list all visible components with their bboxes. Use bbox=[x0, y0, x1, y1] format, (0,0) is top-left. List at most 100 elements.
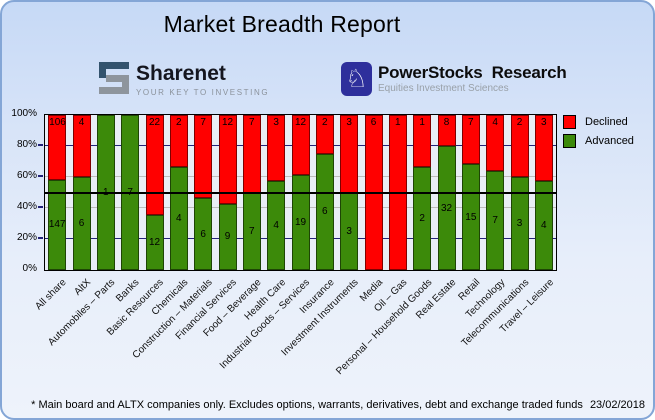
advanced-count-label: 4 bbox=[273, 220, 279, 232]
declined-count-label: 4 bbox=[492, 117, 498, 128]
sharenet-icon bbox=[99, 62, 129, 99]
bar-segment-advanced: 19 bbox=[291, 175, 310, 270]
y-axis-tick-label: 80% bbox=[16, 139, 37, 150]
declined-count-label: 3 bbox=[273, 117, 279, 128]
bar-segment-declined: 3 bbox=[534, 115, 553, 182]
declined-count-label: 7 bbox=[249, 117, 255, 128]
advanced-count-label: 9 bbox=[224, 231, 231, 243]
stacked-bar: 7 15 bbox=[461, 115, 480, 270]
advanced-count-label: 7 bbox=[492, 215, 498, 227]
declined-count-label: 3 bbox=[541, 117, 547, 128]
advanced-count-label: 4 bbox=[176, 212, 182, 224]
advanced-count-label: 6 bbox=[322, 206, 328, 218]
stacked-bar: 12 19 bbox=[291, 115, 310, 270]
declined-count-label: 2 bbox=[516, 117, 523, 128]
y-axis-tick-mark bbox=[38, 144, 43, 146]
x-axis-label: All share bbox=[33, 277, 69, 313]
legend-item-advanced: Advanced bbox=[563, 134, 634, 148]
y-axis-tick-label: 0% bbox=[22, 263, 37, 274]
knight-icon: ♘ bbox=[341, 62, 372, 96]
declined-count-label: 1 bbox=[419, 117, 425, 128]
advanced-count-label: 7 bbox=[249, 225, 255, 237]
advanced-count-label: 3 bbox=[346, 225, 352, 237]
legend-swatch bbox=[563, 115, 576, 129]
y-axis-tick-label: 20% bbox=[16, 232, 37, 243]
bar-segment-declined: 12 bbox=[291, 115, 310, 175]
declined-count-label: 1 bbox=[395, 117, 401, 128]
bar-segment-declined: 7 bbox=[242, 115, 261, 193]
declined-count-label: 22 bbox=[148, 117, 161, 128]
bar-segment-advanced: 32 bbox=[437, 146, 456, 270]
stacked-bar: 12 9 bbox=[218, 115, 237, 270]
declined-count-label: 7 bbox=[468, 117, 474, 128]
bar-segment-declined: 22 bbox=[145, 115, 164, 216]
bar-segment-declined: 2 bbox=[510, 115, 529, 177]
stacked-bar: 8 32 bbox=[437, 115, 456, 270]
bar-segment-advanced: 2 bbox=[413, 166, 432, 270]
bar-segment-declined: 3 bbox=[267, 115, 286, 182]
bar-segment-advanced: 6 bbox=[315, 153, 334, 270]
bar-segment-advanced: 3 bbox=[340, 192, 359, 270]
fifty-percent-reference-line bbox=[45, 191, 556, 194]
declined-count-label: 2 bbox=[322, 117, 328, 128]
advanced-count-label: 4 bbox=[541, 220, 547, 232]
bar-segment-declined: 7 bbox=[194, 115, 213, 199]
bar-segment-advanced: 3 bbox=[510, 177, 529, 270]
advanced-count-label: 32 bbox=[440, 202, 453, 214]
bar-segment-advanced: 15 bbox=[461, 164, 480, 270]
declined-count-label: 12 bbox=[294, 117, 307, 128]
powerstocks-tagline: Equities Investment Sciences bbox=[378, 83, 509, 94]
bar-segment-advanced: 6 bbox=[194, 198, 213, 270]
declined-count-label: 2 bbox=[176, 117, 182, 128]
sharenet-tagline: YOUR KEY TO INVESTING bbox=[136, 88, 270, 97]
bar-segment-advanced: 4 bbox=[267, 181, 286, 270]
stacked-bar: 22 12 bbox=[145, 115, 164, 270]
legend-label: Declined bbox=[585, 116, 628, 128]
legend-item-declined: Declined bbox=[563, 115, 634, 129]
stacked-bar: 106 147 bbox=[48, 115, 67, 270]
bar-segment-declined: 8 bbox=[437, 115, 456, 146]
advanced-count-label: 2 bbox=[419, 212, 425, 224]
bar-segment-declined: 2 bbox=[169, 115, 188, 167]
bar-segment-advanced: 6 bbox=[72, 177, 91, 270]
advanced-count-label: 6 bbox=[200, 228, 206, 240]
chart-legend: Declined Advanced bbox=[563, 115, 634, 153]
bar-segment-declined: 1 bbox=[413, 115, 432, 167]
bar-segment-declined: 7 bbox=[461, 115, 480, 165]
bar-segment-advanced: 12 bbox=[145, 215, 164, 270]
footer: * Main board and ALTX companies only. Ex… bbox=[2, 399, 653, 413]
advanced-count-label: 15 bbox=[465, 211, 477, 223]
legend-label: Advanced bbox=[585, 135, 634, 147]
advanced-count-label: 3 bbox=[516, 218, 523, 229]
y-axis-tick-mark bbox=[38, 237, 43, 239]
bar-segment-declined: 3 bbox=[340, 115, 359, 193]
y-axis-tick-label: 100% bbox=[11, 108, 37, 119]
bar-segment-declined: 2 bbox=[315, 115, 334, 154]
bar-segment-advanced: 9 bbox=[218, 203, 237, 270]
bar-segment-advanced: 4 bbox=[534, 181, 553, 270]
y-axis-tick-label: 60% bbox=[16, 170, 37, 181]
footer-date: 23/02/2018 bbox=[589, 399, 645, 411]
y-axis-tick-mark bbox=[38, 175, 43, 177]
bar-segment-declined: 106 bbox=[48, 115, 67, 180]
advanced-count-label: 19 bbox=[294, 217, 307, 228]
bar-segment-declined: 12 bbox=[218, 115, 237, 204]
sharenet-logo: Sharenet YOUR KEY TO INVESTING bbox=[99, 62, 269, 99]
legend-swatch bbox=[563, 134, 576, 148]
declined-count-label: 8 bbox=[443, 117, 450, 128]
advanced-count-label: 6 bbox=[78, 218, 85, 229]
bar-segment-advanced: 147 bbox=[48, 179, 67, 270]
y-axis-tick-mark bbox=[38, 206, 43, 208]
advanced-count-label: 147 bbox=[48, 219, 66, 231]
advanced-count-label: 12 bbox=[148, 237, 161, 249]
declined-count-label: 12 bbox=[221, 117, 234, 128]
